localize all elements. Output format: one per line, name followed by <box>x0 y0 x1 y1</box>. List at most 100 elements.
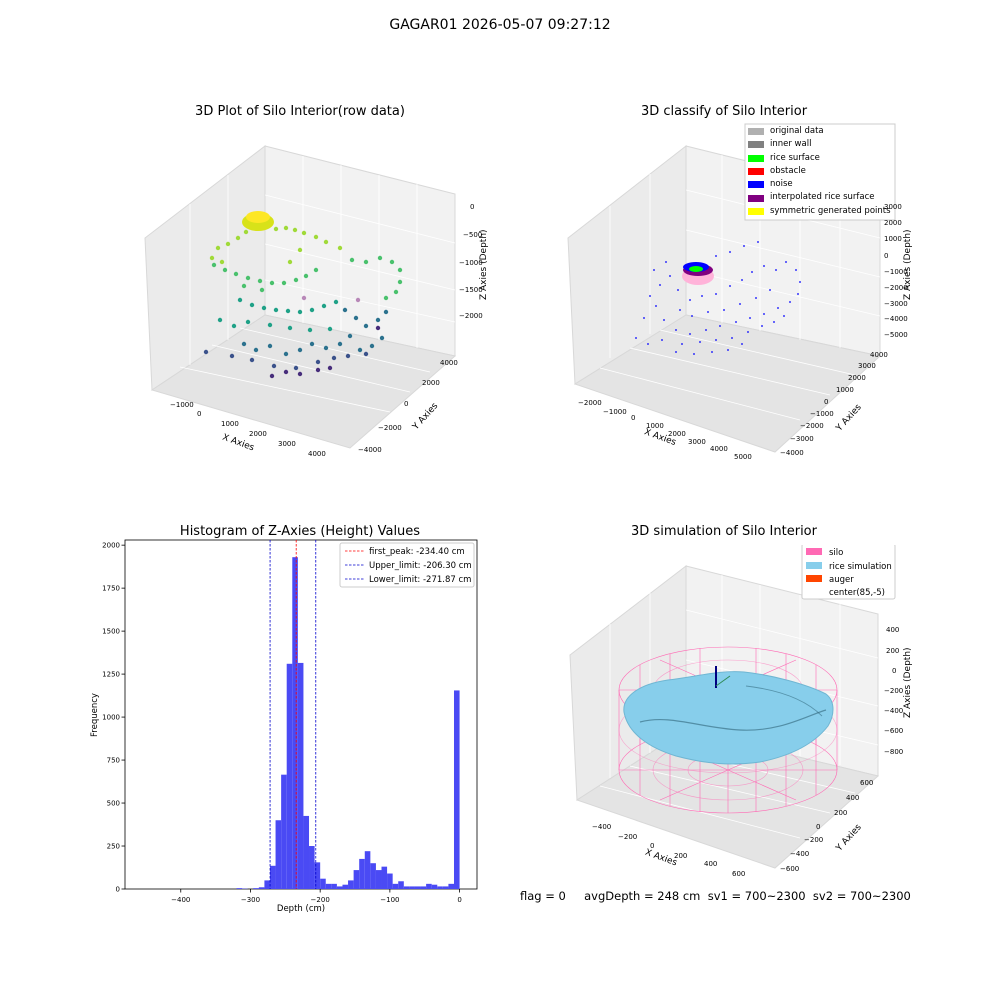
x-axis-label: Depth (cm) <box>277 904 325 914</box>
x-tick: 1000 <box>221 420 239 428</box>
y-tick: −1000 <box>810 410 834 418</box>
y-tick-label: 500 <box>107 800 120 808</box>
x-tick: −400 <box>592 823 611 831</box>
z-tick: 400 <box>886 626 899 634</box>
histogram-bar <box>437 886 443 889</box>
histogram-bar <box>453 690 460 889</box>
noise-points <box>635 241 801 355</box>
histogram-bar <box>258 887 265 889</box>
z-tick: −1000 <box>884 268 908 276</box>
x-tick: 5000 <box>734 453 752 461</box>
y-tick: 2000 <box>422 379 440 387</box>
plot1-title: 3D Plot of Silo Interior(row data) <box>195 104 405 119</box>
legend-item-original-data: original data <box>748 125 893 138</box>
y-tick: 3000 <box>858 362 876 370</box>
data-points <box>203 211 403 379</box>
histogram-bar <box>364 851 371 889</box>
x-tick: 4000 <box>710 445 728 453</box>
histogram-bar <box>420 886 427 889</box>
histogram-bar <box>426 883 432 889</box>
figure-title: GAGAR01 2026-05-07 09:27:12 <box>389 17 611 33</box>
raw-3d-plot: −1000 0 1000 2000 3000 4000 X Axies −400… <box>144 144 489 458</box>
legend-swatch <box>748 181 764 189</box>
histogram-bar <box>297 662 304 889</box>
z-tick: −2000 <box>459 312 483 320</box>
legend-swatch <box>748 154 764 162</box>
y-axis-label: Y Axies <box>834 822 864 854</box>
histogram-bar <box>381 866 388 889</box>
y-axis-label: Frequency <box>90 693 100 737</box>
x-ticks: −400 −300 −200 −100 0 <box>171 889 462 904</box>
z-tick: −3000 <box>884 300 908 308</box>
histogram-title: Histogram of Z-Axies (Height) Values <box>179 524 421 539</box>
y-ticks: 0 250 500 750 1000 1250 1500 1750 2000 <box>102 542 125 894</box>
z-tick: 0 <box>884 252 888 260</box>
center-cluster <box>682 262 714 285</box>
x-tick: 0 <box>631 414 635 422</box>
histogram-bar <box>403 886 410 889</box>
z-axis-label: Z Axies (Depth) <box>903 647 913 718</box>
z-tick: 0 <box>470 203 474 211</box>
histogram-bar <box>398 881 404 889</box>
depth-histogram: −400 −300 −200 −100 0 0 250 500 750 1000 1250 1500… <box>90 539 478 914</box>
legend-label: silo <box>829 548 843 558</box>
z-tick: −400 <box>884 707 903 715</box>
legend-frame <box>744 123 896 221</box>
legend-label: interpolated rice surface <box>770 192 875 203</box>
y-tick-label: 250 <box>107 843 120 851</box>
y-tick-label: 1750 <box>102 585 120 593</box>
y-tick: −2000 <box>378 424 402 432</box>
reference-lines <box>269 540 317 889</box>
x-tick: −200 <box>618 833 637 841</box>
x-tick-labels: −2000 −1000 0 1000 2000 3000 4000 5000 <box>578 399 752 461</box>
y-axis-label: Y Axies <box>834 402 864 434</box>
legend-label: original data <box>770 126 824 136</box>
x-tick: 400 <box>704 860 717 868</box>
x-tick: 0 <box>650 842 654 850</box>
z-tick: −2000 <box>884 284 908 292</box>
legend-swatch-silo <box>806 548 822 555</box>
histogram-bar <box>303 815 310 889</box>
y-tick-label: 750 <box>107 757 120 765</box>
histogram-bar <box>414 886 421 889</box>
x-tick-label: −200 <box>311 896 330 904</box>
histogram-bar <box>370 863 376 889</box>
rice-surface-shading <box>639 709 827 731</box>
z-tick: −600 <box>884 727 903 735</box>
y-tick: 4000 <box>440 359 458 367</box>
plot2-title: 3D classify of Silo Interior <box>640 104 808 119</box>
pane-floor <box>573 314 882 453</box>
pane-floor <box>575 729 880 869</box>
rice-surface-blob <box>689 266 703 272</box>
histogram-bar <box>264 880 270 889</box>
histogram-bar <box>275 820 282 889</box>
y-tick-labels: −4000 −3000 −2000 −1000 0 1000 2000 3000… <box>780 351 888 457</box>
legend-frame <box>339 542 475 588</box>
x-tick-label: 0 <box>457 896 461 904</box>
legend-label: obstacle <box>770 165 806 176</box>
silo-simulation-3d-plot: silo rice simulation auger center(85,-5)… <box>569 545 913 878</box>
legend-item-interpolated: interpolated rice surface <box>748 191 893 204</box>
pane-floor <box>150 314 457 449</box>
legend-swatch <box>748 168 764 176</box>
legend-frame <box>801 545 896 600</box>
x-tick: 2000 <box>668 430 686 438</box>
legend-label: first_peak: -234.40 cm <box>369 547 465 557</box>
histogram-bar <box>387 873 393 889</box>
z-tick: 200 <box>886 647 899 655</box>
x-axis-label: X Axies <box>644 848 679 869</box>
y-tick: 400 <box>846 794 859 802</box>
histogram-bar <box>281 774 287 889</box>
z-tick: −200 <box>884 687 903 695</box>
z-tick: −5000 <box>884 331 908 339</box>
x-tick: −2000 <box>578 399 602 407</box>
legend-item-obstacle: obstacle <box>748 165 893 178</box>
legend-label: Upper_limit: -206.30 cm <box>369 561 472 571</box>
y-tick: −2000 <box>800 422 824 430</box>
x-tick-label: −400 <box>171 896 190 904</box>
x-tick: 3000 <box>688 438 706 446</box>
z-tick: −1500 <box>459 286 483 294</box>
z-tick: 1000 <box>884 235 902 243</box>
histogram-bar <box>309 846 315 889</box>
histogram-bar <box>331 883 337 889</box>
